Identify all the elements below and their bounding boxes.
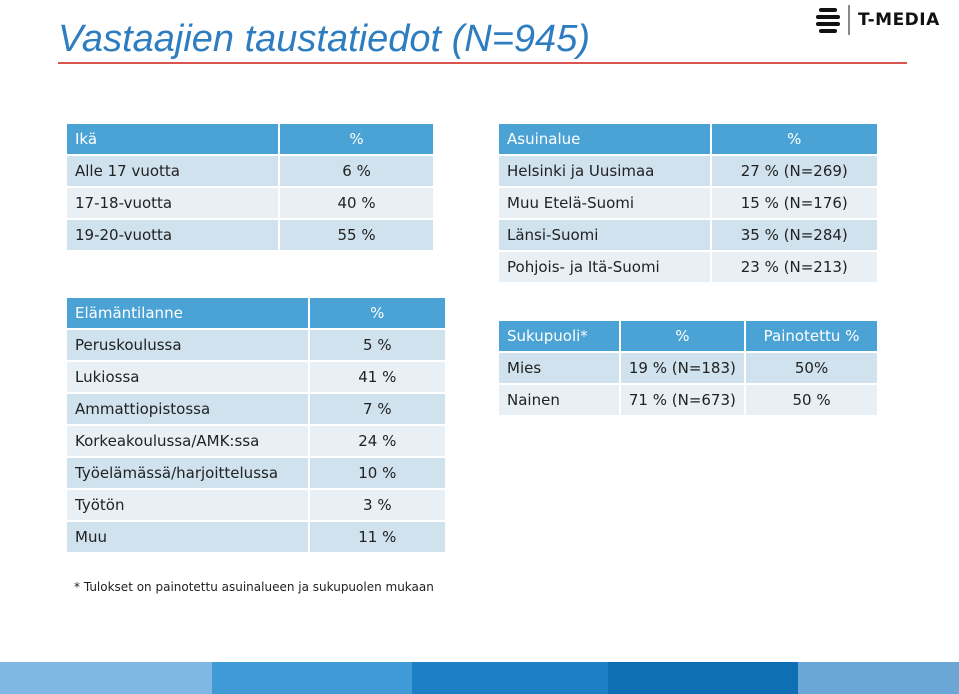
- life-row-value: 41 %: [309, 362, 445, 392]
- band-segment: [412, 662, 608, 694]
- table-row: 17-18-vuotta 40 %: [67, 188, 433, 218]
- table-row: Korkeakoulussa/AMK:ssa 24 %: [67, 426, 445, 456]
- region-row-value: 27 % (N=269): [711, 156, 877, 186]
- region-row-value: 15 % (N=176): [711, 188, 877, 218]
- table-row: 19-20-vuotta 55 %: [67, 220, 433, 250]
- life-row-value: 7 %: [309, 394, 445, 424]
- region-header-label: Asuinalue: [499, 124, 710, 154]
- table-row: Länsi-Suomi 35 % (N=284): [499, 220, 877, 250]
- table-row: Alle 17 vuotta 6 %: [67, 156, 433, 186]
- table-row: Muu 11 %: [67, 522, 445, 552]
- table-row: Muu Etelä-Suomi 15 % (N=176): [499, 188, 877, 218]
- table-row: Nainen 71 % (N=673) 50 %: [499, 385, 877, 415]
- age-header-percent: %: [280, 124, 433, 154]
- age-row-value: 55 %: [280, 220, 433, 250]
- life-row-value: 10 %: [309, 458, 445, 488]
- t-media-logo-icon: [816, 5, 840, 35]
- table-row: Helsinki ja Uusimaa 27 % (N=269): [499, 156, 877, 186]
- gender-row-value: 19 % (N=183): [620, 353, 745, 383]
- life-header-label: Elämäntilanne: [67, 298, 308, 328]
- title-underline: [58, 62, 907, 64]
- life-row-label: Korkeakoulussa/AMK:ssa: [67, 426, 308, 456]
- band-segment: [212, 662, 412, 694]
- gender-row-label: Nainen: [499, 385, 619, 415]
- region-row-label: Länsi-Suomi: [499, 220, 710, 250]
- table-row: Mies 19 % (N=183) 50%: [499, 353, 877, 383]
- gender-row-weighted: 50%: [746, 353, 877, 383]
- life-row-label: Peruskoulussa: [67, 330, 308, 360]
- age-row-value: 6 %: [280, 156, 433, 186]
- age-table: Ikä % Alle 17 vuotta 6 % 17-18-vuotta 40…: [65, 122, 435, 252]
- footnote: * Tulokset on painotettu asuinalueen ja …: [74, 580, 434, 594]
- gender-table: Sukupuoli* % Painotettu % Mies 19 % (N=1…: [497, 319, 879, 417]
- region-row-label: Helsinki ja Uusimaa: [499, 156, 710, 186]
- life-row-label: Työelämässä/harjoittelussa: [67, 458, 308, 488]
- life-row-value: 24 %: [309, 426, 445, 456]
- life-row-value: 5 %: [309, 330, 445, 360]
- gender-header-percent: %: [620, 321, 745, 351]
- table-row: Ammattiopistossa 7 %: [67, 394, 445, 424]
- logo-separator: [848, 5, 850, 35]
- table-row: Peruskoulussa 5 %: [67, 330, 445, 360]
- life-row-label: Muu: [67, 522, 308, 552]
- region-row-value: 23 % (N=213): [711, 252, 877, 282]
- page-title: Vastaajien taustatiedot (N=945): [58, 18, 590, 60]
- logo-text: T-MEDIA: [858, 10, 940, 30]
- region-row-label: Pohjois- ja Itä-Suomi: [499, 252, 710, 282]
- life-row-value: 11 %: [309, 522, 445, 552]
- footer-color-band: [0, 662, 959, 694]
- life-situation-table: Elämäntilanne % Peruskoulussa 5 % Lukios…: [65, 296, 447, 554]
- gender-row-weighted: 50 %: [746, 385, 877, 415]
- band-segment: [798, 662, 959, 694]
- table-row: Työtön 3 %: [67, 490, 445, 520]
- life-row-label: Lukiossa: [67, 362, 308, 392]
- region-header-percent: %: [711, 124, 877, 154]
- t-media-logo: T-MEDIA: [816, 2, 940, 38]
- gender-row-value: 71 % (N=673): [620, 385, 745, 415]
- band-segment: [608, 662, 798, 694]
- life-row-label: Ammattiopistossa: [67, 394, 308, 424]
- age-header-label: Ikä: [67, 124, 279, 154]
- band-segment: [0, 662, 212, 694]
- table-row: Pohjois- ja Itä-Suomi 23 % (N=213): [499, 252, 877, 282]
- age-row-label: 19-20-vuotta: [67, 220, 279, 250]
- gender-header-weighted: Painotettu %: [746, 321, 877, 351]
- life-row-value: 3 %: [309, 490, 445, 520]
- age-row-value: 40 %: [280, 188, 433, 218]
- life-header-percent: %: [309, 298, 445, 328]
- region-table: Asuinalue % Helsinki ja Uusimaa 27 % (N=…: [497, 122, 879, 284]
- table-row: Työelämässä/harjoittelussa 10 %: [67, 458, 445, 488]
- table-row: Lukiossa 41 %: [67, 362, 445, 392]
- age-row-label: 17-18-vuotta: [67, 188, 279, 218]
- life-row-label: Työtön: [67, 490, 308, 520]
- region-row-value: 35 % (N=284): [711, 220, 877, 250]
- gender-row-label: Mies: [499, 353, 619, 383]
- gender-header-label: Sukupuoli*: [499, 321, 619, 351]
- region-row-label: Muu Etelä-Suomi: [499, 188, 710, 218]
- age-row-label: Alle 17 vuotta: [67, 156, 279, 186]
